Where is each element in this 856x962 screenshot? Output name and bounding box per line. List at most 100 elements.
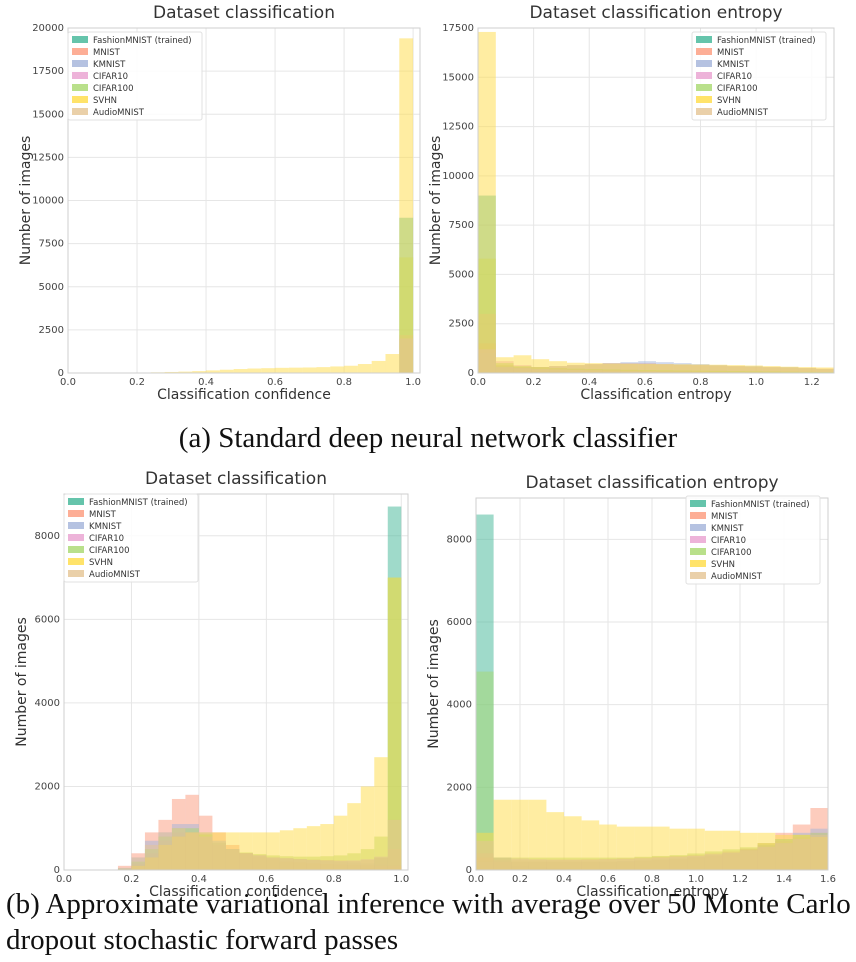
histogram-bar bbox=[511, 858, 529, 870]
y-tick-label: 2500 bbox=[39, 325, 64, 336]
legend-label: MNIST bbox=[93, 48, 121, 58]
legend-swatch bbox=[68, 498, 84, 505]
y-tick-label: 15000 bbox=[442, 72, 474, 83]
chart-title: Dataset classification entropy bbox=[529, 3, 782, 23]
x-axis-label: Classification confidence bbox=[157, 387, 331, 403]
histogram-bar bbox=[691, 371, 710, 373]
series-6 bbox=[476, 834, 828, 870]
legend-swatch bbox=[696, 48, 712, 55]
x-tick-label: 1.4 bbox=[776, 874, 792, 885]
histogram-bar bbox=[495, 367, 514, 373]
y-tick-label: 8000 bbox=[447, 534, 472, 545]
histogram-bar bbox=[399, 38, 414, 373]
histogram-bar bbox=[564, 859, 582, 870]
histogram-bar bbox=[669, 856, 688, 870]
histogram-bar bbox=[528, 799, 547, 870]
y-axis-label: Number of images bbox=[14, 617, 30, 747]
x-tick-label: 0.6 bbox=[258, 874, 274, 885]
bars bbox=[117, 506, 402, 870]
legend-label: FashionMNIST (trained) bbox=[89, 498, 188, 508]
histogram-bar bbox=[673, 364, 692, 373]
histogram-bar bbox=[387, 577, 402, 870]
legend-swatch bbox=[72, 108, 88, 115]
histogram-bar bbox=[117, 867, 132, 870]
x-tick-label: 1.2 bbox=[732, 874, 748, 885]
legend-label: CIFAR100 bbox=[93, 84, 134, 94]
chart-title: Dataset classification entropy bbox=[525, 473, 778, 493]
histogram-bar bbox=[493, 799, 512, 870]
histogram-bar bbox=[546, 859, 564, 870]
histogram-bar bbox=[316, 367, 331, 373]
y-tick-label: 0 bbox=[468, 368, 474, 379]
legend: FashionMNIST (trained) MNIST KMNIST CIFAR10… bbox=[63, 493, 199, 583]
histogram-bar bbox=[252, 855, 267, 870]
histogram-bar bbox=[225, 849, 240, 870]
legend-label: AudioMNIST bbox=[717, 108, 769, 118]
legend-label: MNIST bbox=[717, 48, 745, 58]
legend-box bbox=[63, 493, 199, 583]
histogram-bar bbox=[656, 371, 674, 373]
legend-swatch bbox=[68, 522, 84, 529]
x-tick-label: 0.4 bbox=[556, 874, 572, 885]
legend-label: KMNIST bbox=[717, 60, 750, 70]
legend-label: SVHN bbox=[711, 560, 735, 570]
histogram-bar bbox=[158, 832, 172, 870]
histogram-bar bbox=[740, 850, 758, 870]
histogram-bar bbox=[620, 371, 639, 373]
legend-label: CIFAR10 bbox=[711, 536, 746, 546]
histogram-bar bbox=[599, 824, 617, 870]
legend-swatch bbox=[690, 572, 706, 579]
legend: FashionMNIST (trained) MNIST KMNIST CIFAR10… bbox=[67, 31, 203, 121]
y-tick-label: 2000 bbox=[447, 782, 472, 793]
histogram-bar bbox=[333, 815, 348, 870]
histogram-bar bbox=[266, 857, 280, 870]
legend-label: FashionMNIST (trained) bbox=[93, 36, 192, 46]
histogram-bar bbox=[709, 364, 728, 373]
histogram-bar bbox=[687, 855, 705, 870]
histogram-bar bbox=[567, 362, 585, 373]
y-tick-label: 5000 bbox=[39, 282, 64, 293]
legend-label: AudioMNIST bbox=[89, 570, 141, 580]
legend-swatch bbox=[696, 84, 712, 91]
y-tick-label: 12500 bbox=[32, 152, 64, 163]
histogram-bar bbox=[691, 364, 710, 373]
histogram-bar bbox=[192, 371, 207, 373]
bars bbox=[476, 514, 828, 870]
legend-label: CIFAR10 bbox=[89, 534, 124, 544]
legend-swatch bbox=[690, 512, 706, 519]
x-tick-label: 0.6 bbox=[267, 377, 283, 388]
histogram-bar bbox=[549, 369, 567, 373]
chart-svg: 0 2500 5000 7500 10000 12500 15000 17500 0.0 0.2 0… bbox=[428, 3, 835, 403]
legend-label: KMNIST bbox=[93, 60, 126, 70]
histogram-bar bbox=[727, 365, 745, 373]
y-tick-label: 17500 bbox=[442, 23, 474, 34]
y-tick-label: 2000 bbox=[35, 781, 60, 792]
histogram-bar bbox=[775, 843, 793, 870]
legend-box bbox=[67, 31, 203, 121]
plot-frame bbox=[475, 497, 829, 871]
histogram-bar bbox=[722, 852, 740, 870]
histogram-bar bbox=[206, 370, 220, 373]
x-tick-label: 1.0 bbox=[405, 377, 421, 388]
x-tick-label: 0.4 bbox=[198, 377, 214, 388]
y-tick-label: 15000 bbox=[32, 109, 64, 120]
legend-label: KMNIST bbox=[711, 524, 744, 534]
y-tick-label: 7500 bbox=[449, 220, 474, 231]
histogram-bar bbox=[131, 857, 145, 870]
histogram-bar bbox=[385, 354, 400, 373]
y-tick-label: 4000 bbox=[35, 698, 60, 709]
legend-swatch bbox=[68, 534, 84, 541]
histogram-bar bbox=[476, 841, 494, 870]
histogram-bar bbox=[399, 338, 414, 373]
legend-label: CIFAR10 bbox=[717, 72, 752, 82]
histogram-bar bbox=[333, 860, 348, 870]
chart-title: Dataset classification bbox=[145, 469, 327, 489]
histogram-bar bbox=[567, 369, 585, 373]
histogram-bar bbox=[212, 842, 226, 870]
x-tick-label: 0.8 bbox=[644, 874, 660, 885]
legend-swatch bbox=[68, 546, 84, 553]
x-tick-label: 1.0 bbox=[748, 377, 764, 388]
histogram-bar bbox=[171, 828, 186, 870]
histogram-bar bbox=[546, 812, 564, 870]
histogram-bar bbox=[374, 856, 388, 870]
